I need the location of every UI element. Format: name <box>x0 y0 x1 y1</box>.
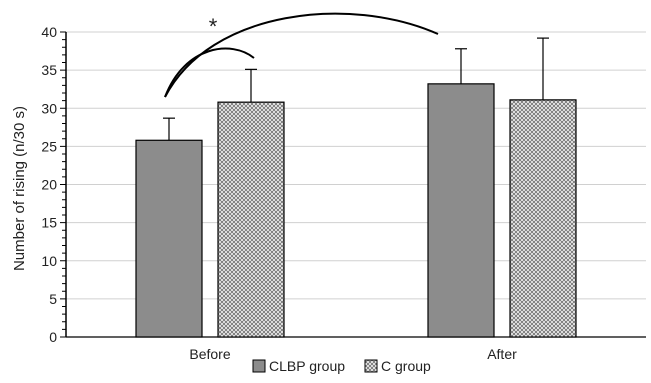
bars <box>135 37 577 338</box>
significance-arc-short <box>164 47 255 98</box>
significance-star: * <box>209 14 218 39</box>
significance-arc-long <box>164 12 439 98</box>
y-tick-label: 40 <box>41 24 57 40</box>
y-tick-label: 35 <box>41 62 57 78</box>
y-tick-label: 30 <box>41 100 57 116</box>
y-axis-label: Number of rising (n/30 s) <box>11 106 28 271</box>
y-tick-label: 15 <box>41 215 57 231</box>
x-axis-labels: Before After <box>189 346 517 362</box>
significance-annotation: * <box>164 12 439 98</box>
x-tick-label: Before <box>189 346 230 362</box>
legend-label: CLBP group <box>269 358 345 374</box>
y-tick-label: 20 <box>41 177 57 193</box>
legend-swatch <box>252 359 266 373</box>
legend-swatch <box>364 359 378 373</box>
bar-c-group-before <box>217 101 285 338</box>
y-tick-label: 5 <box>49 291 57 307</box>
x-tick-label: After <box>487 346 517 362</box>
legend-label: C group <box>381 358 431 374</box>
y-tick-label: 25 <box>41 138 57 154</box>
bar-clbp-group-before <box>135 139 203 338</box>
y-tick-label: 10 <box>41 253 57 269</box>
bar-c-group-after <box>509 99 577 338</box>
y-tick-label: 0 <box>49 329 57 345</box>
bar-clbp-group-after <box>427 83 495 338</box>
legend: CLBP group C group <box>252 358 431 374</box>
